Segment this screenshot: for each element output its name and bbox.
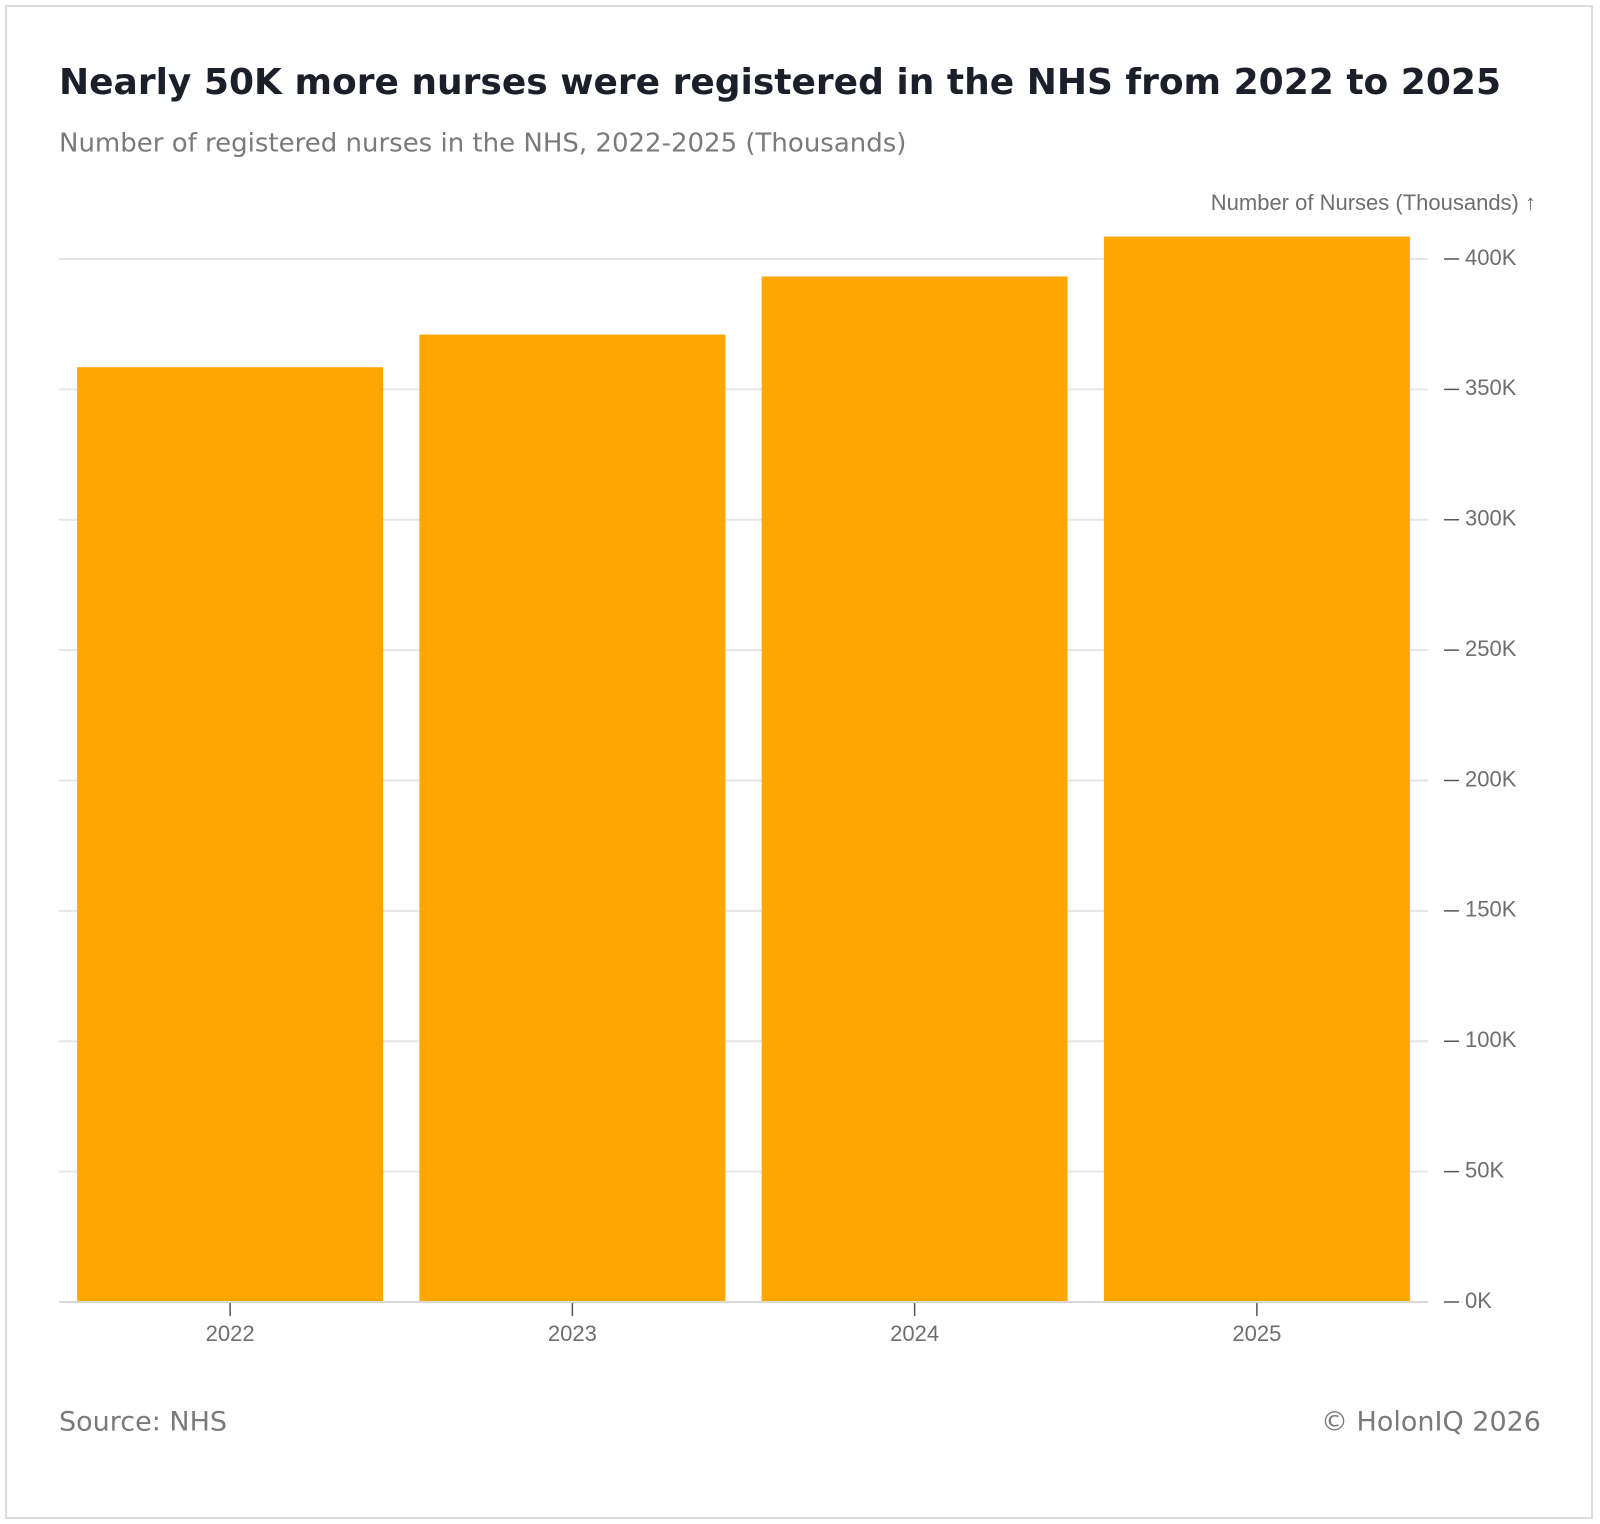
credit: © HolonIQ 2026 [1321,1407,1541,1438]
y-axis-title: Number of Nurses (Thousands) ↑ [1211,190,1536,215]
x-tick-label: 2024 [890,1321,939,1346]
x-tick-label: 2023 [548,1321,597,1346]
y-tick-label: 100K [1465,1027,1517,1052]
y-tick-label: 300K [1465,506,1517,531]
bar [419,334,726,1302]
y-tick-label: 400K [1465,245,1517,270]
bar [761,276,1068,1303]
bar [77,367,384,1302]
y-tick-label: 350K [1465,375,1517,400]
x-tick-label: 2022 [206,1321,255,1346]
bar [1103,236,1410,1303]
y-tick-label: 0K [1465,1288,1492,1313]
x-tick-label: 2025 [1232,1321,1281,1346]
chart-subtitle: Number of registered nurses in the NHS, … [59,129,906,159]
y-tick-label: 50K [1465,1157,1504,1182]
chart-title: Nearly 50K more nurses were registered i… [59,62,1501,103]
source: Source: NHS [59,1407,227,1438]
y-tick-label: 150K [1465,897,1517,922]
y-tick-label: 200K [1465,766,1517,791]
y-tick-label: 250K [1465,636,1517,661]
